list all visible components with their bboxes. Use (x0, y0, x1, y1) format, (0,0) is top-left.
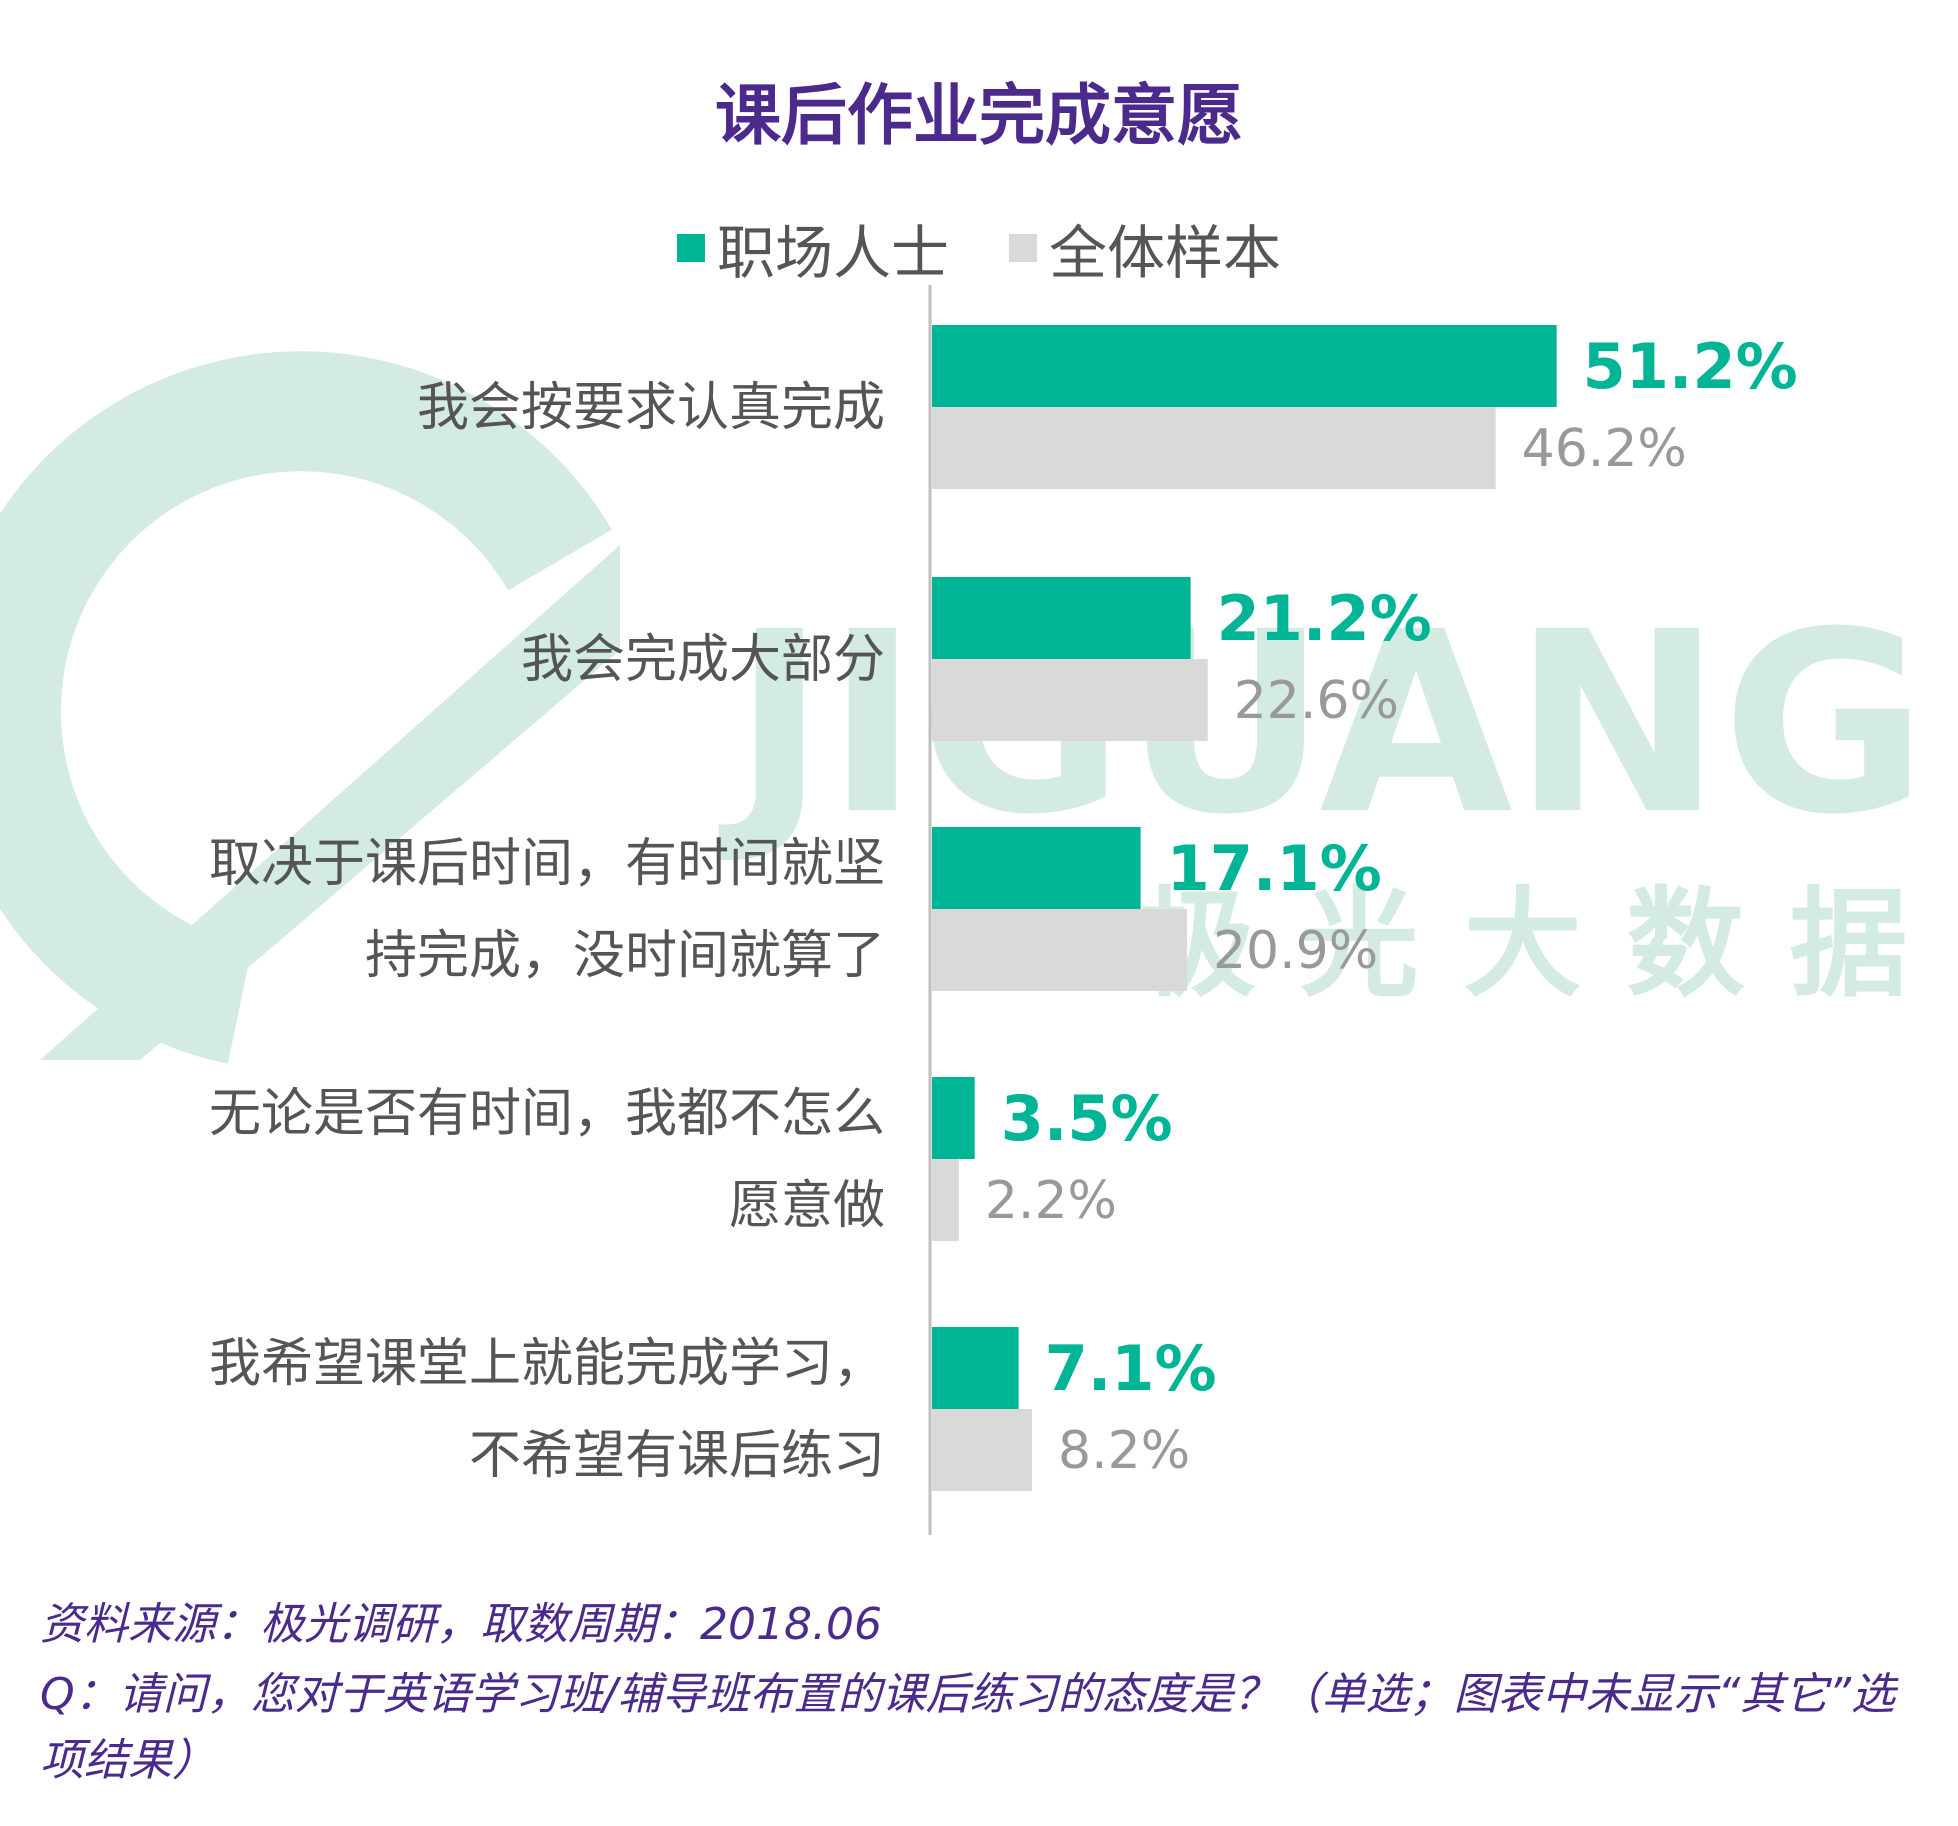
data-label-series-2: 2.2% (985, 1171, 1117, 1231)
legend-item-series-1: 职场人士 (676, 206, 949, 290)
watermark-text: JIGUANG (718, 578, 1927, 869)
category-label: 我希望课堂上就能完成学习， (209, 1334, 885, 1394)
category-label: 取决于课后时间，有时间就坚 (209, 834, 885, 894)
data-label-series-1: 7.1% (1045, 1332, 1217, 1405)
watermark-logo-slash (40, 545, 620, 1060)
bar-series-1 (932, 577, 1191, 659)
data-label-series-1: 17.1% (1167, 832, 1382, 905)
watermark-subtitle: 极光大数据 (1137, 875, 1952, 1013)
legend-item-series-2: 全体样本 (1009, 206, 1281, 290)
bar-series-1 (932, 827, 1141, 909)
data-label-series-2: 8.2% (1058, 1421, 1190, 1481)
data-label-series-1: 51.2% (1583, 330, 1798, 403)
bar-series-1 (932, 1077, 975, 1159)
legend: 职场人士 全体样本 (0, 206, 1958, 290)
bar-series-2 (932, 1159, 959, 1241)
data-label-series-2: 22.6% (1234, 671, 1399, 731)
bar-series-2 (932, 909, 1187, 991)
bar-series-2 (932, 407, 1496, 489)
category-label: 无论是否有时间，我都不怎么 (209, 1084, 885, 1144)
legend-label-series-1: 职场人士 (716, 219, 949, 287)
category-labels: 我会按要求认真完成我会完成大部分取决于课后时间，有时间就坚持完成，没时间就算了无… (209, 378, 885, 1486)
bar-series-2 (932, 1409, 1033, 1491)
data-label-series-2: 46.2% (1522, 419, 1687, 479)
category-label: 持完成，没时间就算了 (365, 926, 885, 986)
category-label: 愿意做 (729, 1176, 885, 1236)
data-label-series-1: 21.2% (1217, 582, 1432, 655)
bars: 51.2% 46.2% 21.2% 22.6% 17.1% 20.9% 3.5% 2.2% 7.… (932, 325, 1798, 1491)
bar-series-2 (932, 659, 1208, 741)
legend-swatch-series-1 (676, 234, 705, 262)
bar-series-1 (932, 325, 1557, 407)
chart-title: 课后作业完成意愿 (715, 77, 1243, 154)
question-note: Q：请问，您对于英语学习班/辅导班布置的课后练习的态度是？（单选；图表中未显示“… (40, 1669, 1896, 1786)
legend-swatch-series-2 (1009, 234, 1037, 262)
legend-label-series-2: 全体样本 (1049, 219, 1282, 287)
category-label: 我会按要求认真完成 (417, 378, 885, 438)
watermark-logo-arc (0, 351, 612, 1064)
data-label-series-2: 20.9% (1213, 921, 1378, 981)
category-label: 我会完成大部分 (521, 630, 885, 690)
category-label: 不希望有课后练习 (469, 1426, 885, 1486)
source-note: 资料来源：极光调研，取数周期：2018.06 (40, 1599, 882, 1650)
bar-series-1 (932, 1327, 1019, 1409)
data-label-series-1: 3.5% (1001, 1082, 1173, 1155)
